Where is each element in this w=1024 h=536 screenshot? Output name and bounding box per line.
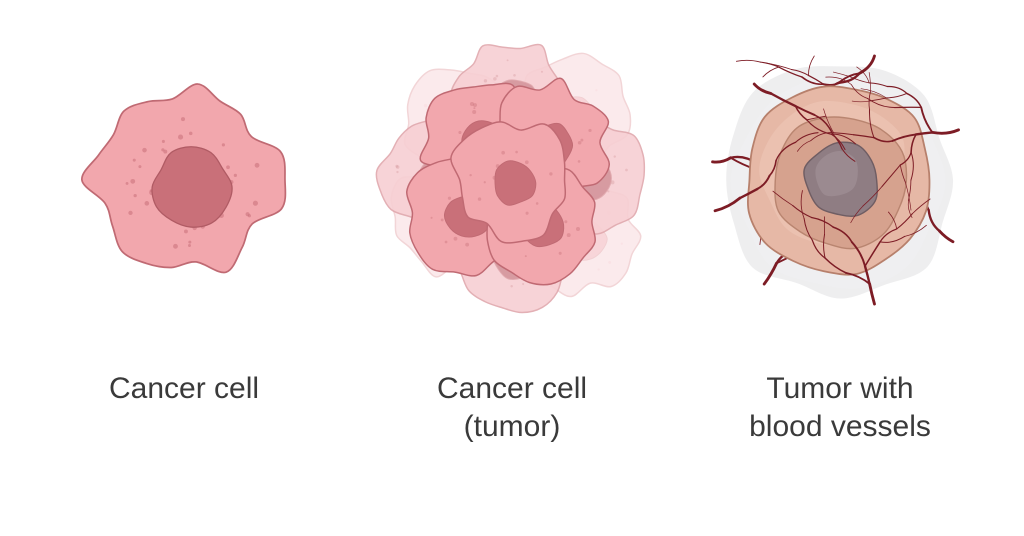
caption-tumor-blood-vessels: Tumor withblood vessels — [749, 370, 931, 445]
caption-cancer-cell-tumor: Cancer cell(tumor) — [437, 370, 587, 445]
illustration-cancer-cell — [34, 30, 334, 330]
caption-cancer-cell: Cancer cell — [109, 370, 259, 408]
panel-tumor-blood-vessels: Tumor withblood vessels — [680, 30, 1000, 445]
cancer-cell-icon — [82, 84, 286, 272]
panel-cancer-cell: Cancer cell — [24, 30, 344, 408]
tumor-vessels-icon — [713, 56, 959, 304]
illustration-cancer-cell-tumor — [362, 30, 662, 330]
illustration-tumor-blood-vessels — [690, 30, 990, 330]
diagram-container: Cancer cell Cancer cell(tumor) Tumor wit… — [0, 0, 1024, 536]
panel-cancer-cell-tumor: Cancer cell(tumor) — [352, 30, 672, 445]
tumor-cluster-icon — [376, 45, 644, 313]
